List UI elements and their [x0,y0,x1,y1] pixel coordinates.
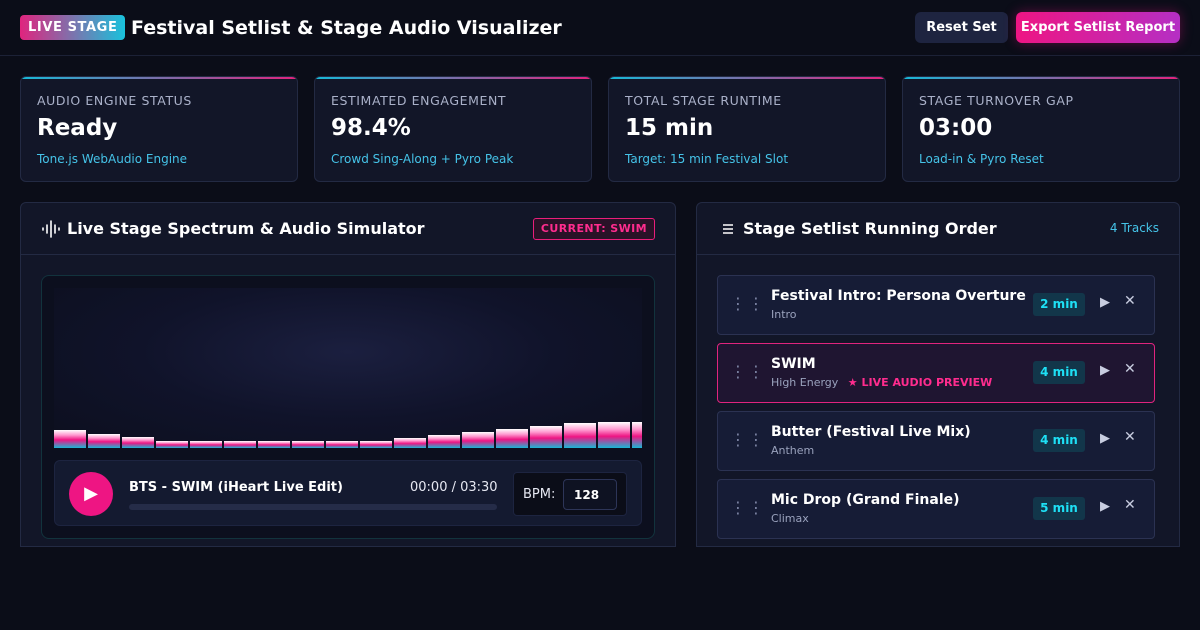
song-tag: Intro [771,308,797,321]
stat-card-runtime: TOTAL STAGE RUNTIME 15 min Target: 15 mi… [608,76,886,182]
now-playing-track: BTS - SWIM (iHeart Live Edit) [129,480,343,495]
duration-badge: 4 min [1033,429,1085,452]
setlist-item[interactable]: ⋮⋮ Butter (Festival Live Mix) Anthem 4 m… [717,411,1155,471]
bpm-label: BPM: [523,487,556,502]
stat-subtext: Tone.js WebAudio Engine [37,152,188,166]
spectrum-bar [632,422,642,448]
stat-subtext: Load-in & Pyro Reset [919,152,1044,166]
duration-badge: 2 min [1033,293,1085,316]
spectrum-bar [156,441,188,448]
bpm-input[interactable] [563,479,617,510]
setlist-panel-header: Stage Setlist Running Order 4 Tracks [697,203,1179,255]
playback-time: 00:00 / 03:30 [410,480,498,495]
song-tag: High Energy [771,376,839,389]
stat-value: 15 min [625,115,714,141]
current-track-badge: CURRENT: SWIM [532,218,655,240]
spectrum-bar [360,441,392,448]
stat-card-engagement: ESTIMATED ENGAGEMENT 98.4% Crowd Sing-Al… [314,76,592,182]
setlist-panel: Stage Setlist Running Order 4 Tracks ⋮⋮ … [696,202,1180,547]
stat-subtext: Crowd Sing-Along + Pyro Peak [331,152,514,166]
audio-player: ▶ BTS - SWIM (iHeart Live Edit) 00:00 / … [54,460,642,526]
spectrum-bar [394,438,426,448]
duration-badge: 5 min [1033,497,1085,520]
stat-card-audio-engine: AUDIO ENGINE STATUS Ready Tone.js WebAud… [20,76,298,182]
drag-handle-icon[interactable]: ⋮⋮ [730,362,766,381]
spectrum-bar [564,423,596,448]
setlist-item[interactable]: ⋮⋮ Festival Intro: Persona Overture Intr… [717,275,1155,335]
play-button[interactable]: ▶ [69,472,113,516]
spectrum-bar [122,437,154,448]
drag-handle-icon[interactable]: ⋮⋮ [730,498,766,517]
spectrum-bar [258,441,290,448]
stat-subtext: Target: 15 min Festival Slot [625,152,789,166]
setlist-item-active[interactable]: ⋮⋮ SWIM High Energy ★ LIVE AUDIO PREVIEW… [717,343,1155,403]
remove-track-icon[interactable]: ✕ [1124,361,1136,377]
stat-value: 03:00 [919,115,993,141]
spectrum-bar [190,441,222,448]
spectrum-bar [462,432,494,448]
bpm-control: BPM: [513,472,627,516]
visualizer-panel-header: Live Stage Spectrum & Audio Simulator CU… [21,203,675,255]
duration-badge: 4 min [1033,361,1085,384]
stat-label: STAGE TURNOVER GAP [919,93,1074,108]
live-stage-badge: LIVE STAGE [20,15,126,40]
song-title: Festival Intro: Persona Overture [771,288,1026,304]
drag-handle-icon[interactable]: ⋮⋮ [730,430,766,449]
spectrum-bar [326,441,358,448]
play-track-icon[interactable]: ▶ [1100,431,1110,446]
export-report-button[interactable]: Export Setlist Report [1016,12,1180,43]
song-tag: Anthem [771,444,815,457]
play-track-icon[interactable]: ▶ [1100,363,1110,378]
spectrum-canvas [54,288,642,448]
stat-value: Ready [37,115,118,141]
track-count: 4 Tracks [1109,221,1159,235]
app-header: LIVE STAGE Festival Setlist & Stage Audi… [0,0,1200,56]
spectrum-bar [598,422,630,448]
spectrum-bar [224,441,256,448]
stat-card-turnover-gap: STAGE TURNOVER GAP 03:00 Load-in & Pyro … [902,76,1180,182]
play-track-icon[interactable]: ▶ [1100,295,1110,310]
spectrum-bar [496,429,528,448]
stat-value: 98.4% [331,115,411,141]
drag-handle-icon[interactable]: ⋮⋮ [730,294,766,313]
spectrum-bar [88,434,120,448]
list-icon [721,221,735,240]
stat-label: TOTAL STAGE RUNTIME [625,93,782,108]
reset-set-button[interactable]: Reset Set [915,12,1008,43]
waveform-icon [41,220,61,242]
spectrum-bar [530,426,562,448]
stat-label: AUDIO ENGINE STATUS [37,93,192,108]
song-title: Butter (Festival Live Mix) [771,424,971,440]
song-title: SWIM [771,356,816,372]
live-preview-label: ★ LIVE AUDIO PREVIEW [847,376,993,389]
visualizer-panel: Live Stage Spectrum & Audio Simulator CU… [20,202,676,547]
spectrum-bar [292,441,324,448]
remove-track-icon[interactable]: ✕ [1124,429,1136,445]
remove-track-icon[interactable]: ✕ [1124,497,1136,513]
stat-label: ESTIMATED ENGAGEMENT [331,93,507,108]
setlist-item[interactable]: ⋮⋮ Mic Drop (Grand Finale) Climax 5 min … [717,479,1155,539]
setlist-title: Stage Setlist Running Order [743,219,997,238]
spectrum-bar [54,430,86,448]
spectrum-bar [428,435,460,448]
visualizer-box: ▶ BTS - SWIM (iHeart Live Edit) 00:00 / … [41,275,655,539]
song-tag: Climax [771,512,809,525]
song-tag-row: High Energy ★ LIVE AUDIO PREVIEW [771,376,992,389]
song-title: Mic Drop (Grand Finale) [771,492,960,508]
progress-bar[interactable] [129,504,497,510]
play-track-icon[interactable]: ▶ [1100,499,1110,514]
app-title: Festival Setlist & Stage Audio Visualize… [131,17,562,39]
visualizer-title: Live Stage Spectrum & Audio Simulator [67,219,425,238]
remove-track-icon[interactable]: ✕ [1124,293,1136,309]
